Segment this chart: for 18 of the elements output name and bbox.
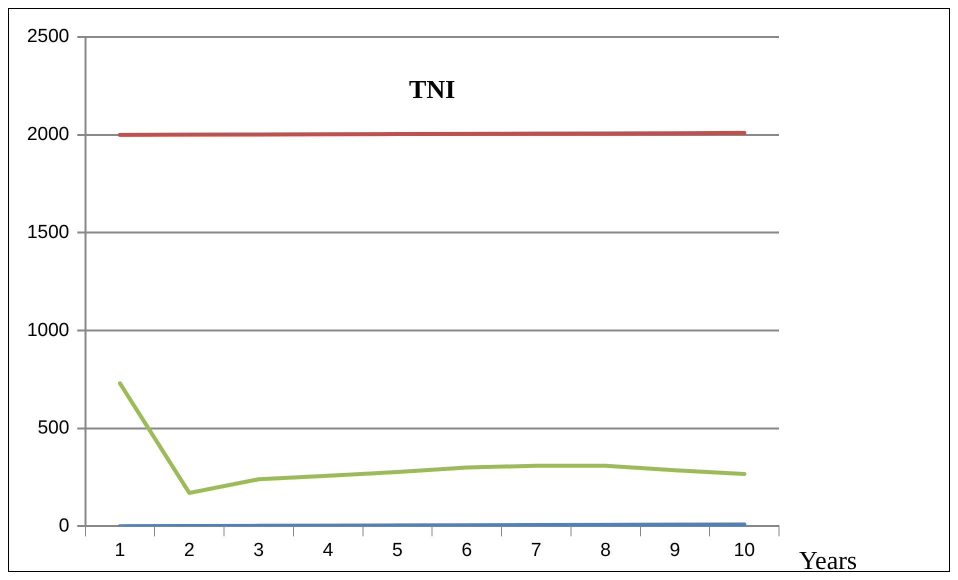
x-tick-label: 8 [600, 540, 611, 561]
y-tick-label: 2500 [26, 26, 70, 48]
y-tick-label: 0 [58, 515, 70, 536]
x-tick-label: 9 [670, 540, 680, 561]
x-tick-label: 1 [114, 540, 126, 561]
x-tick-label: 10 [734, 540, 755, 561]
x-axis-title: Years [799, 546, 858, 576]
x-tick-label: 5 [392, 540, 403, 561]
y-tick-label: 1500 [26, 222, 70, 243]
y-tick-label: 2000 [26, 124, 70, 146]
y-tick-label: 1000 [26, 320, 70, 341]
x-tick-label: 4 [322, 540, 334, 561]
x-tick-label: 3 [253, 540, 264, 561]
x-tick-label: 2 [184, 540, 195, 561]
series-label: TNI [409, 74, 456, 104]
y-tick-label: 500 [38, 418, 70, 439]
x-tick-label: 7 [530, 540, 542, 561]
x-tick-label: 6 [462, 540, 472, 561]
